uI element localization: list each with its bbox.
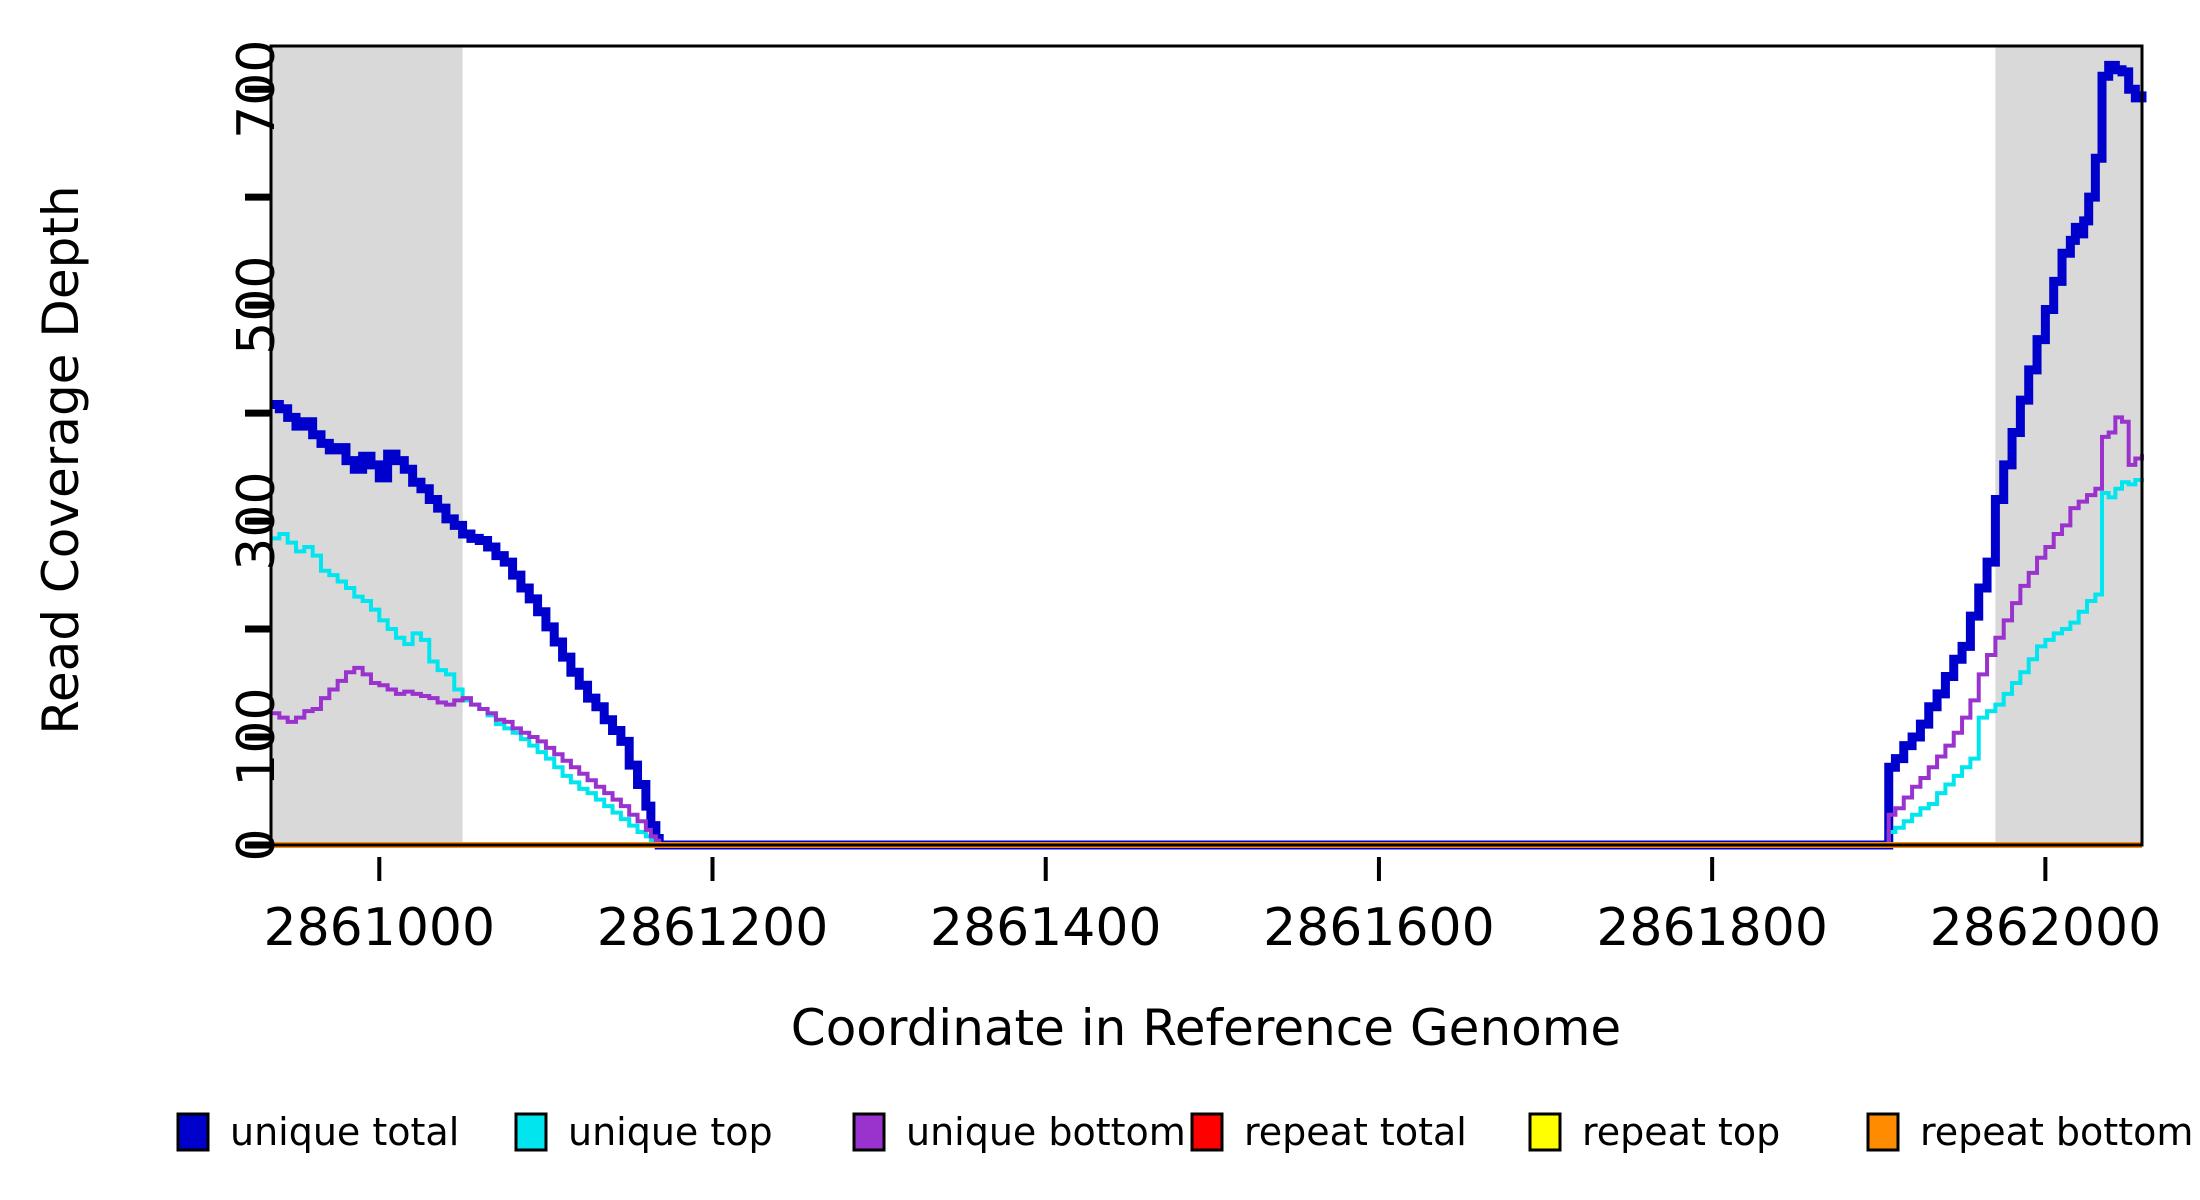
y-tick-label: 500 — [227, 256, 287, 355]
legend-swatch — [1866, 1112, 1900, 1152]
x-tick-label: 2861000 — [263, 898, 495, 958]
shaded-region — [271, 46, 463, 845]
x-axis: 2861000 2861200 2861400 2861600 2861800 28620… — [263, 843, 2162, 958]
plot-frame — [269, 44, 2144, 847]
series-line — [271, 60, 2147, 850]
series-line — [271, 415, 2144, 847]
y-tick-label: 700 — [227, 40, 287, 139]
plot-border-box — [269, 44, 2144, 847]
legend-swatch — [514, 1112, 548, 1152]
legend-swatch — [1190, 1112, 1224, 1152]
legend-swatch — [1528, 1112, 1562, 1152]
x-axis-title: Coordinate in Reference Genome — [791, 999, 1621, 1057]
x-tick-label: 2861600 — [1263, 898, 1495, 958]
legend: unique total unique top unique bottom repea… — [176, 1110, 2193, 1154]
shaded-regions — [271, 46, 2142, 845]
x-tick-label: 2861200 — [597, 898, 829, 958]
y-tick-label: 100 — [227, 687, 287, 786]
x-tick-label: 2861800 — [1596, 898, 1828, 958]
plot-series — [271, 60, 2147, 850]
y-tick-label: 300 — [227, 471, 287, 570]
legend-swatch — [176, 1112, 210, 1152]
legend-label: repeat bottom — [1920, 1110, 2193, 1154]
legend-label: unique top — [568, 1110, 773, 1154]
series-line — [271, 477, 2144, 847]
x-tick-label: 2862000 — [1930, 898, 2162, 958]
legend-label: repeat total — [1244, 1110, 1467, 1154]
legend-label: unique bottom — [906, 1110, 1186, 1154]
legend-label: unique total — [230, 1110, 459, 1154]
shaded-region — [1995, 46, 2142, 845]
x-tick-label: 2861400 — [930, 898, 1162, 958]
y-axis-title: Read Coverage Depth — [32, 185, 90, 734]
legend-swatch — [852, 1112, 886, 1152]
legend-label: repeat top — [1582, 1110, 1780, 1154]
